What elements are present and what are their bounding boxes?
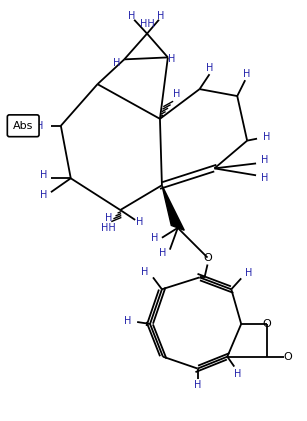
Text: H: H bbox=[159, 248, 167, 258]
Text: H: H bbox=[261, 173, 268, 183]
Text: O: O bbox=[262, 319, 271, 329]
Text: H: H bbox=[245, 269, 253, 278]
Text: HH: HH bbox=[101, 223, 116, 233]
Text: H: H bbox=[206, 63, 213, 73]
Text: H: H bbox=[234, 368, 241, 378]
Text: H: H bbox=[173, 89, 181, 99]
Text: Abs: Abs bbox=[13, 121, 33, 131]
Text: H: H bbox=[157, 11, 165, 21]
Text: H: H bbox=[127, 11, 135, 21]
FancyBboxPatch shape bbox=[7, 115, 39, 137]
Text: H: H bbox=[261, 155, 268, 165]
Text: H: H bbox=[36, 121, 43, 131]
Text: H: H bbox=[168, 54, 176, 64]
Text: H: H bbox=[40, 190, 48, 200]
Polygon shape bbox=[162, 185, 184, 230]
Text: H: H bbox=[105, 213, 112, 223]
Text: H: H bbox=[194, 381, 201, 390]
Text: HH: HH bbox=[140, 19, 154, 29]
Text: H: H bbox=[151, 233, 159, 243]
Text: H: H bbox=[124, 316, 131, 326]
Text: O: O bbox=[283, 352, 292, 362]
Text: H: H bbox=[243, 69, 251, 79]
Text: H: H bbox=[263, 132, 270, 142]
Text: H: H bbox=[40, 171, 48, 180]
Text: O: O bbox=[203, 253, 212, 263]
Text: H: H bbox=[136, 217, 144, 227]
Text: H: H bbox=[141, 267, 148, 277]
Text: H: H bbox=[113, 59, 120, 68]
